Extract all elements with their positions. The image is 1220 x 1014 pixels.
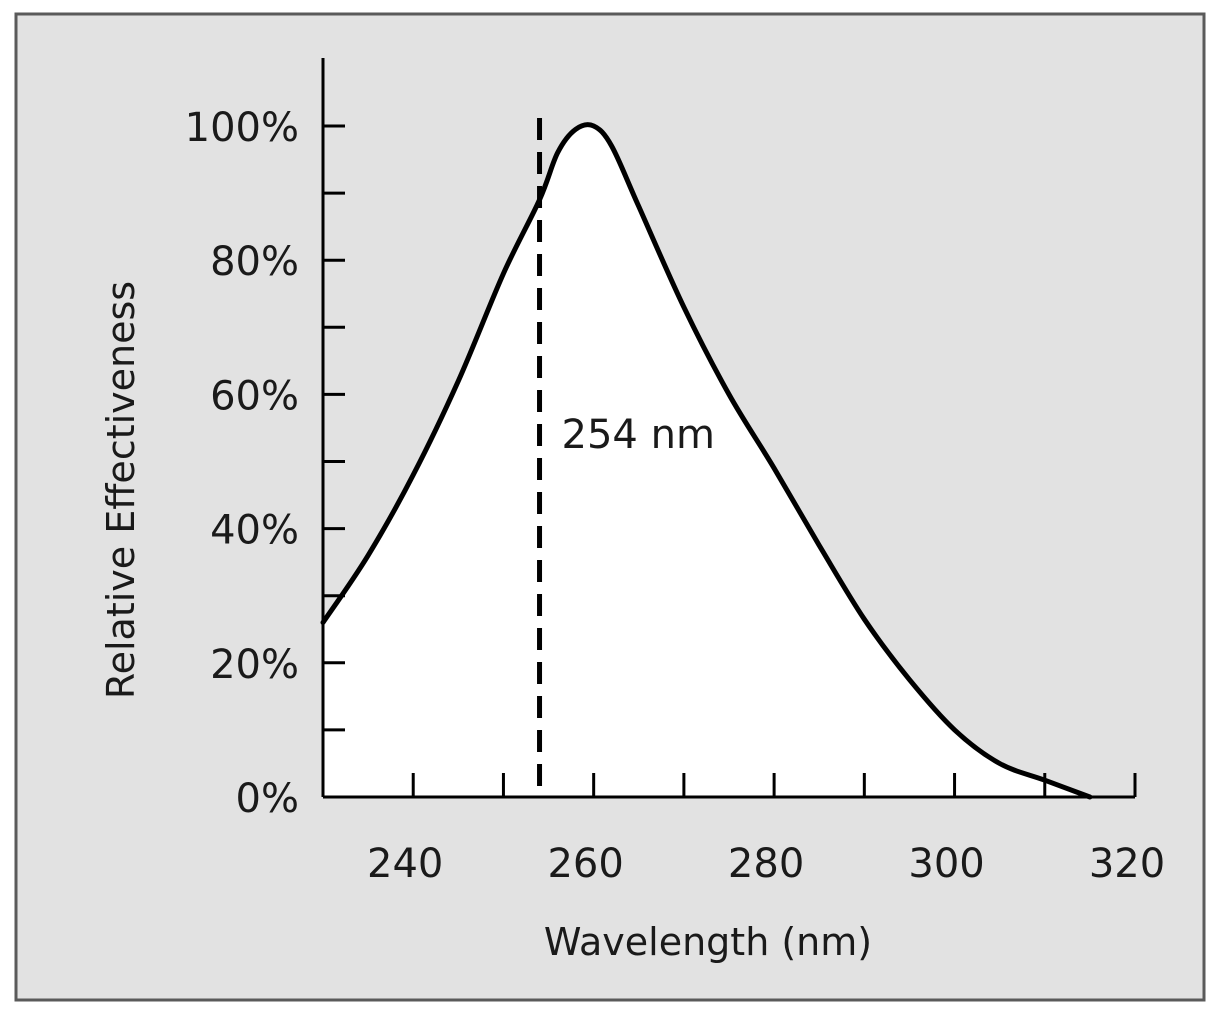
y-tick-label: 40% [210, 508, 299, 554]
x-axis-title: Wavelength (nm) [544, 920, 872, 964]
y-tick-label: 0% [236, 776, 299, 822]
effectiveness-curve [320, 122, 1093, 800]
x-tick-label: 300 [908, 841, 984, 887]
y-tick-label: 20% [210, 642, 299, 688]
area-under-curve [323, 124, 1090, 797]
tick-labels: 0% 20% 40% 60% 80% 100% 240 260 280 300 320 [185, 105, 1166, 887]
x-tick-label: 320 [1089, 841, 1165, 887]
y-tick-label: 100% [185, 105, 299, 151]
y-tick-label: 60% [210, 373, 299, 419]
y-tick-label: 80% [210, 239, 299, 285]
x-tick-label: 240 [367, 841, 443, 887]
reference-label: 254 nm [562, 412, 715, 458]
x-tick-label: 280 [728, 841, 804, 887]
y-axis-title: Relative Effectiveness [99, 281, 143, 699]
axis-ticks [323, 124, 1137, 799]
x-tick-label: 260 [547, 841, 623, 887]
